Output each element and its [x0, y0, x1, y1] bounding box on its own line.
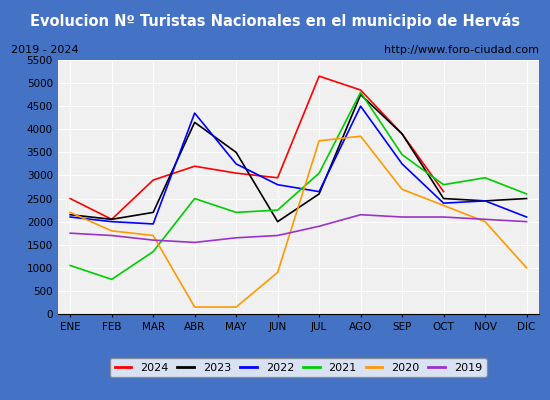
Text: 2019 - 2024: 2019 - 2024 — [11, 45, 79, 55]
Text: http://www.foro-ciudad.com: http://www.foro-ciudad.com — [384, 45, 539, 55]
Text: Evolucion Nº Turistas Nacionales en el municipio de Hervás: Evolucion Nº Turistas Nacionales en el m… — [30, 13, 520, 29]
Legend: 2024, 2023, 2022, 2021, 2020, 2019: 2024, 2023, 2022, 2021, 2020, 2019 — [110, 358, 487, 377]
